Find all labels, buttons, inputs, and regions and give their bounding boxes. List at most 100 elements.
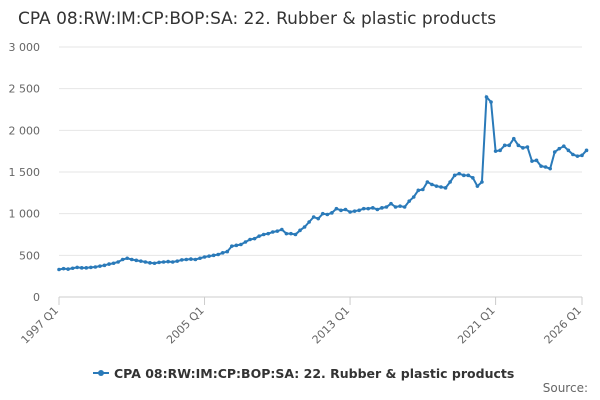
point — [298, 228, 302, 233]
point — [280, 227, 284, 232]
point — [530, 159, 534, 163]
point — [243, 240, 248, 244]
point — [539, 164, 543, 168]
point — [416, 188, 421, 193]
point — [93, 265, 98, 269]
x-tick-label: 2005 Q1 — [164, 304, 207, 347]
point — [179, 258, 184, 262]
point — [502, 143, 507, 148]
point — [448, 180, 452, 184]
point — [407, 199, 411, 203]
point — [261, 232, 266, 237]
point — [275, 229, 280, 233]
point — [461, 173, 466, 178]
point — [557, 146, 562, 151]
source: Source: — [543, 381, 588, 395]
point — [389, 201, 393, 206]
point — [393, 205, 398, 209]
point — [475, 184, 480, 188]
series-line — [58, 94, 588, 271]
point — [166, 259, 170, 264]
point — [325, 212, 330, 217]
point — [543, 165, 548, 169]
point — [402, 205, 407, 209]
point — [293, 232, 298, 237]
point — [525, 145, 530, 149]
point — [184, 257, 189, 262]
point — [443, 186, 448, 190]
point — [493, 149, 498, 153]
x-tick-label: 2021 Q1 — [455, 304, 498, 347]
point — [61, 266, 66, 271]
y-tick-label: 0 — [33, 291, 40, 304]
point — [139, 259, 143, 263]
point — [252, 236, 257, 241]
point — [516, 143, 521, 148]
y-tick-label: 1 000 — [9, 208, 41, 221]
point — [320, 211, 325, 216]
point — [84, 266, 89, 270]
point — [102, 263, 107, 268]
point — [384, 205, 389, 209]
point — [211, 253, 216, 258]
point — [198, 256, 202, 261]
point — [234, 243, 239, 248]
point — [452, 173, 457, 178]
point — [352, 209, 357, 213]
point — [575, 154, 580, 158]
point — [339, 208, 343, 213]
point — [571, 152, 575, 157]
point — [348, 210, 352, 214]
point — [257, 234, 261, 238]
point — [366, 206, 371, 211]
point — [311, 215, 316, 219]
point — [511, 136, 516, 141]
point — [116, 260, 120, 264]
point — [170, 260, 175, 264]
point — [498, 148, 502, 153]
point — [107, 262, 111, 266]
point — [471, 176, 475, 180]
point — [548, 166, 552, 171]
point — [239, 242, 243, 247]
point — [466, 173, 471, 178]
y-tick-label: 500 — [19, 249, 40, 262]
point — [361, 206, 366, 211]
point — [534, 158, 539, 163]
point — [98, 264, 102, 268]
point — [480, 180, 484, 184]
point — [439, 185, 443, 189]
point — [357, 208, 361, 213]
point — [161, 260, 166, 264]
y-tick-label: 3 000 — [9, 41, 41, 54]
point — [284, 231, 289, 236]
point — [398, 204, 402, 208]
point — [562, 144, 566, 148]
point — [157, 260, 161, 265]
point — [189, 257, 193, 261]
point — [57, 267, 61, 272]
point — [207, 254, 211, 258]
point — [175, 259, 180, 263]
point — [343, 207, 348, 212]
legend-label: CPA 08:RW:IM:CP:BOP:SA: 22. Rubber & pla… — [114, 366, 514, 381]
point — [316, 216, 321, 221]
point — [111, 261, 116, 266]
point — [248, 237, 252, 242]
y-tick-label: 2 500 — [9, 83, 41, 96]
point — [220, 251, 225, 255]
point — [129, 257, 134, 262]
point — [266, 231, 271, 236]
point — [584, 148, 589, 153]
point — [75, 265, 79, 270]
point — [120, 257, 125, 262]
y-tick-label: 2 000 — [9, 124, 41, 137]
point — [230, 244, 234, 248]
point — [421, 187, 425, 192]
point — [193, 257, 198, 262]
x-tick-label: 1997 Q1 — [19, 304, 62, 347]
x-tick-label: 2026 Q1 — [542, 304, 585, 347]
point — [302, 225, 307, 229]
point — [216, 252, 220, 257]
